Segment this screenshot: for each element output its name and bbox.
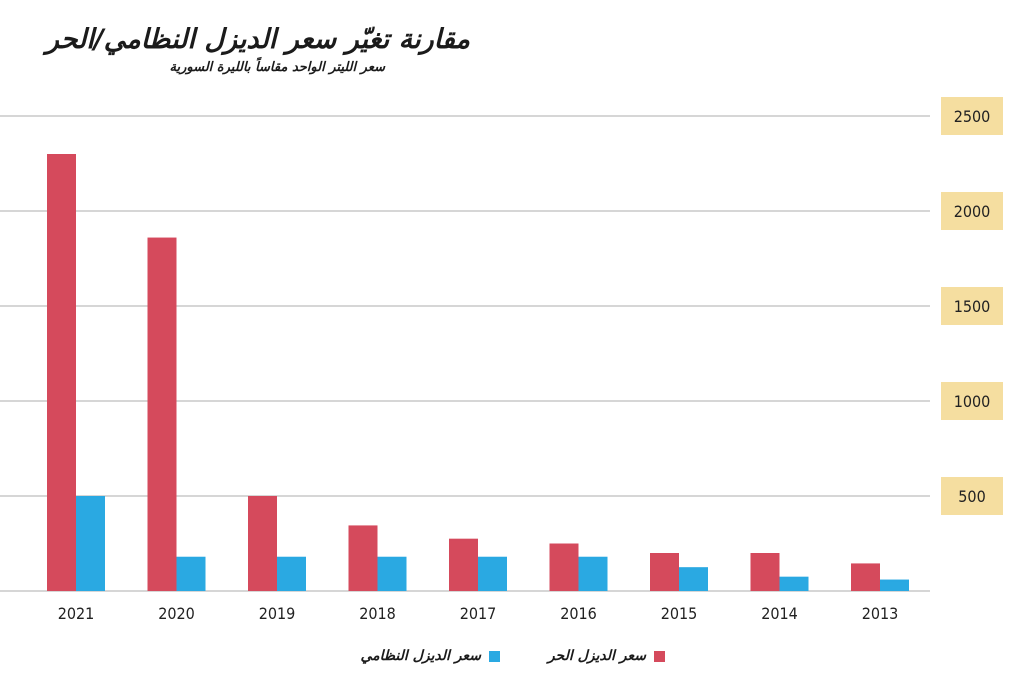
chart-title: مقارنة تغيّر سعر الديزل النظامي/الحر <box>45 24 470 55</box>
y-tick-label-2000: 2000 <box>954 202 991 221</box>
legend-label-regulated: سعر الديزل النظامي <box>360 648 481 664</box>
y-tick-box-2500 <box>941 97 1003 135</box>
x-tick-label-2015: 2015 <box>661 604 698 623</box>
bar-regulated-2021 <box>76 496 105 591</box>
bar-top-free-2020 <box>147 237 177 240</box>
y-tick-label-1000: 1000 <box>954 392 991 411</box>
chart-subtitle: سعر الليتر الواحد مقاساً بالليرة السورية <box>169 60 385 75</box>
bar-top-regulated-2014 <box>779 576 809 579</box>
x-tick-label-2013: 2013 <box>862 604 899 623</box>
bar-top-free-2014 <box>750 553 780 555</box>
y-tick-box-2000 <box>941 192 1003 230</box>
x-tick-label-2020: 2020 <box>158 604 195 623</box>
bar-free-2013 <box>851 563 880 591</box>
legend-item-free-diesel: سعر الديزل الحر <box>548 648 665 664</box>
y-tick-box-1500 <box>941 287 1003 325</box>
bar-top-regulated-2016 <box>578 556 608 559</box>
y-tick-box-500 <box>941 477 1003 515</box>
x-tick-label-2021: 2021 <box>58 604 95 623</box>
bar-free-2015 <box>650 553 679 591</box>
bar-top-regulated-2019 <box>277 556 306 559</box>
bar-top-regulated-2018 <box>377 556 407 559</box>
bar-top-regulated-2013 <box>880 579 909 582</box>
bars <box>47 154 909 591</box>
x-axis: 2021 2020 2019 2018 2017 2016 2015 2014 2013 <box>58 604 899 623</box>
bar-regulated-2020 <box>176 556 206 591</box>
bar-top-free-2015 <box>650 553 679 555</box>
bar-top-free-2021 <box>47 154 76 156</box>
bar-top-free-2016 <box>549 543 579 546</box>
bar-top-regulated-2020 <box>176 556 206 559</box>
y-tick-label-500: 500 <box>958 487 985 506</box>
bar-regulated-2016 <box>578 556 608 591</box>
bar-top-regulated-2015 <box>679 567 708 570</box>
y-tick-label-1500: 1500 <box>954 297 991 316</box>
bar-free-2014 <box>750 553 780 591</box>
bar-free-2021 <box>47 154 76 591</box>
bar-top-regulated-2021 <box>76 496 105 498</box>
x-tick-label-2019: 2019 <box>259 604 296 623</box>
legend-label-free: سعر الديزل الحر <box>547 648 646 664</box>
legend-item-regulated-diesel: سعر الديزل النظامي <box>360 648 500 664</box>
grid-lines <box>0 115 930 592</box>
bar-regulated-2019 <box>277 556 306 591</box>
x-tick-label-2014: 2014 <box>761 604 798 623</box>
bar-top-free-2019 <box>248 496 277 498</box>
bar-top-regulated-2017 <box>478 556 507 559</box>
bar-regulated-2014 <box>779 576 809 591</box>
bar-free-2016 <box>549 543 579 591</box>
bar-top-free-2017 <box>449 538 478 541</box>
y-axis: 500 1000 1500 2000 2500 <box>941 97 1003 515</box>
bar-free-2017 <box>449 538 478 591</box>
x-tick-label-2017: 2017 <box>460 604 497 623</box>
bar-top-free-2013 <box>851 563 880 566</box>
legend-swatch-regulated <box>489 650 500 662</box>
legend-swatch-free <box>654 650 665 662</box>
bar-regulated-2018 <box>377 556 407 591</box>
bar-top-free-2018 <box>348 525 378 528</box>
legend: سعر الديزل الحر سعر الديزل النظامي <box>330 648 690 670</box>
bar-free-2019 <box>248 496 277 591</box>
bar-free-2020 <box>147 237 177 591</box>
x-tick-label-2018: 2018 <box>359 604 396 623</box>
bar-free-2018 <box>348 525 378 591</box>
x-tick-label-2016: 2016 <box>560 604 597 623</box>
bar-regulated-2017 <box>478 556 507 591</box>
y-tick-label-2500: 2500 <box>954 107 991 126</box>
bar-regulated-2013 <box>880 579 909 591</box>
y-tick-box-1000 <box>941 382 1003 420</box>
bar-regulated-2015 <box>679 567 708 591</box>
